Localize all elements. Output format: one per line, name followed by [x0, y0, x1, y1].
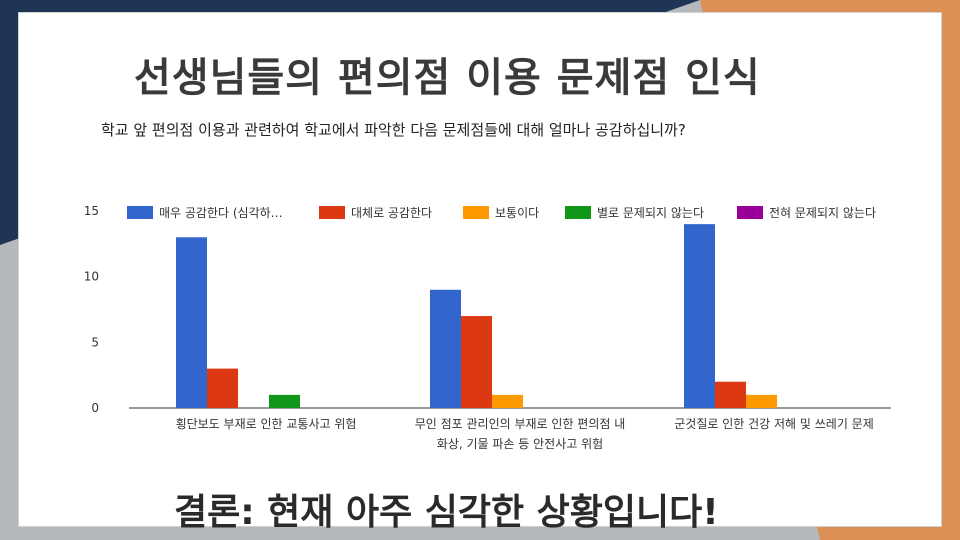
- y-tick-label: 5: [91, 335, 99, 349]
- category-label: 화상, 기물 파손 등 안전사고 위험: [437, 437, 603, 451]
- category-label: 무인 점포 관리인의 부재로 인한 편의점 내: [415, 417, 626, 431]
- slide-panel: 선생님들의 편의점 이용 문제점 인식 학교 앞 편의점 이용과 관련하여 학교…: [18, 12, 942, 533]
- legend-label-2: 대체로 공감한다: [351, 206, 432, 220]
- legend-swatch-4: [565, 206, 591, 219]
- bar-2-series-2: [461, 316, 492, 408]
- conclusion-text: 결론: 현재 아주 심각한 상황입니다!: [174, 492, 719, 533]
- legend-label-5: 전혀 문제되지 않는다: [769, 206, 876, 220]
- survey-question: 학교 앞 편의점 이용과 관련하여 학교에서 파악한 다음 문제점들에 대해 얼…: [101, 121, 686, 139]
- category-label: 군것질로 인한 건강 저해 및 쓰레기 문제: [674, 417, 874, 431]
- y-tick-label: 15: [84, 204, 99, 218]
- bar-1-series-4: [269, 394, 300, 408]
- legend-swatch-2: [319, 206, 345, 219]
- legend-swatch-3: [463, 206, 489, 219]
- bar-3-series-3: [746, 394, 777, 408]
- category-label: 횡단보도 부재로 인한 교통사고 위험: [176, 417, 357, 431]
- y-tick-label: 10: [84, 270, 99, 284]
- bar-2-series-1: [430, 289, 461, 408]
- bar-1-series-1: [176, 237, 207, 408]
- bar-1-series-2: [207, 368, 238, 408]
- bar-chart: 0 5 10 15 횡단보도 부재로 인한 교통사고 위험 무인 점포 관리인의 부재로 …: [84, 204, 891, 451]
- legend-swatch-1: [127, 206, 153, 219]
- legend-label-1: 매우 공감한다 (심각하…: [159, 206, 283, 220]
- legend-swatch-5: [737, 206, 763, 219]
- bar-3-series-1: [684, 224, 715, 408]
- bar-3-series-2: [715, 381, 746, 408]
- legend-label-4: 별로 문제되지 않는다: [597, 206, 704, 220]
- page-title: 선생님들의 편의점 이용 문제점 인식: [134, 55, 761, 101]
- legend-label-3: 보통이다: [495, 206, 539, 220]
- y-tick-label: 0: [91, 401, 99, 415]
- bar-2-series-3: [492, 394, 523, 408]
